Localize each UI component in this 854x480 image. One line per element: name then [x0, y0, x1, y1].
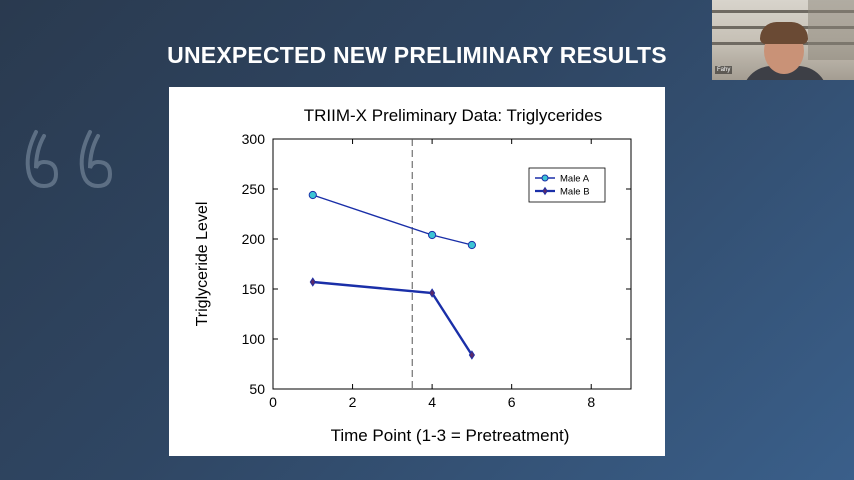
- data-point: [428, 230, 437, 240]
- y-tick-label: 300: [242, 131, 266, 147]
- legend-marker: [541, 174, 549, 182]
- legend-label: Male B: [560, 187, 590, 198]
- person-video-icon: Fahy: [712, 0, 854, 80]
- data-point: [468, 350, 475, 360]
- y-tick-label: 150: [242, 281, 266, 297]
- chart-panel: TRIIM-X Preliminary Data: Triglycerides …: [169, 87, 665, 456]
- series-line: [312, 194, 473, 246]
- legend-box: [528, 167, 606, 203]
- y-tick-label: 100: [242, 331, 266, 347]
- quote-marks-icon: [25, 130, 113, 189]
- slide-title: UNEXPECTED NEW PRELIMINARY RESULTS: [167, 42, 667, 68]
- y-tick-label: 250: [242, 181, 266, 197]
- chart-title: TRIIM-X Preliminary Data: Triglycerides: [304, 106, 603, 125]
- y-tick-label: 50: [249, 381, 265, 397]
- x-tick-label: 6: [508, 394, 516, 410]
- triglyceride-chart: TRIIM-X Preliminary Data: Triglycerides …: [194, 106, 632, 445]
- x-axis-label: Time Point (1-3 = Pretreatment): [331, 426, 570, 445]
- y-tick-label: 200: [242, 231, 266, 247]
- y-axis-label: Triglyceride Level: [194, 202, 211, 327]
- legend-marker: [542, 186, 548, 196]
- data-point: [308, 190, 317, 200]
- series-line: [312, 280, 473, 356]
- data-point: [309, 277, 316, 287]
- webcam-name: Fahy: [715, 66, 733, 74]
- data-point: [467, 240, 476, 250]
- x-tick-label: 2: [349, 394, 357, 410]
- x-tick-label: 4: [428, 394, 436, 410]
- x-tick-label: 8: [587, 394, 595, 410]
- plot-frame: [272, 138, 632, 390]
- x-tick-label: 0: [269, 394, 277, 410]
- data-point: [429, 288, 436, 298]
- legend-label: Male A: [560, 174, 590, 185]
